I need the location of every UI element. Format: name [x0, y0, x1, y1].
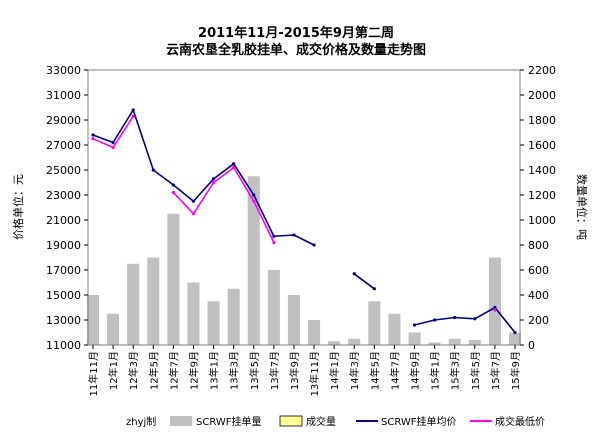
volume-bar	[328, 341, 341, 345]
volume-bar	[348, 338, 361, 345]
x-tick-label: 14年9月	[409, 351, 422, 390]
volume-bar	[308, 320, 321, 345]
volume-bar	[408, 332, 421, 345]
x-tick-label: 12年1月	[107, 351, 120, 390]
volume-bar	[127, 263, 140, 345]
volume-bar	[167, 213, 180, 345]
right-tick-label: 600	[528, 264, 549, 277]
right-tick-label: 1000	[528, 214, 556, 227]
left-tick-label: 23000	[46, 189, 81, 202]
legend-label-min-price: 成交最低价	[495, 415, 545, 428]
x-axis: 11年11月 12年1月 12年3月 12年5月 12年7月 12年9月 13年1月 13年3…	[87, 345, 522, 396]
left-tick-label: 27000	[46, 139, 81, 152]
avg-price-line	[92, 108, 315, 246]
legend-label-avg-price: SCRWF挂单均价	[381, 415, 457, 428]
min-price-point	[493, 308, 497, 312]
left-tick-label: 31000	[46, 89, 81, 102]
x-tick-label: 15年9月	[509, 351, 522, 390]
price-lines	[91, 108, 517, 335]
right-axis-label: 数量单位：吨	[575, 174, 589, 240]
volume-bar	[267, 270, 280, 345]
chart-title: 2011年11月-2015年9月第二周	[198, 25, 394, 41]
volume-bar	[508, 332, 522, 345]
legend-label-listing-volume: SCRWF挂单量	[196, 415, 262, 428]
right-tick-label: 400	[528, 289, 549, 302]
x-tick-label: 13年1月	[208, 351, 221, 390]
legend: zhyj制 SCRWF挂单量 成交量 SCRWF挂单均价 成交最低价	[126, 415, 545, 428]
min-price-line	[92, 115, 134, 149]
x-tick-label: 13年3月	[228, 351, 241, 390]
volume-bar	[388, 313, 401, 345]
x-tick-label: 15年1月	[429, 351, 442, 390]
x-tick-label: 12年9月	[187, 351, 200, 390]
legend-swatch-deal-volume	[279, 415, 303, 427]
x-tick-label: 13年9月	[288, 351, 301, 390]
x-tick-label: 13年5月	[248, 351, 261, 390]
volume-bar	[247, 176, 260, 345]
right-tick-label: 200	[528, 314, 549, 327]
volume-bar	[86, 295, 100, 345]
left-tick-label: 33000	[46, 64, 81, 77]
chart-subtitle: 云南农垦全乳胶挂单、成交价格及数量走势图	[166, 42, 426, 58]
right-tick-label: 1400	[528, 164, 556, 177]
volume-bar	[187, 282, 200, 345]
left-tick-label: 11000	[46, 339, 81, 352]
volume-bar	[287, 295, 300, 345]
x-tick-label: 13年7月	[268, 351, 281, 390]
avg-price-line	[353, 273, 375, 290]
avg-price-line	[414, 306, 516, 334]
right-tick-label: 2000	[528, 89, 556, 102]
x-tick-label: 11年11月	[87, 351, 100, 396]
legend-label-deal-volume: 成交量	[306, 415, 336, 428]
right-tick-label: 1800	[528, 114, 556, 127]
x-tick-label: 15年3月	[449, 351, 462, 390]
left-tick-label: 25000	[46, 164, 81, 177]
volume-bars	[86, 176, 522, 345]
left-axis-label: 价格单位：元	[11, 174, 25, 240]
plot-area-frame	[87, 69, 521, 346]
left-tick-label: 15000	[46, 289, 81, 302]
volume-bar	[207, 301, 220, 345]
left-tick-label: 21000	[46, 214, 81, 227]
min-price-line	[172, 166, 275, 243]
volume-bar	[147, 257, 160, 345]
left-tick-label: 13000	[46, 314, 81, 327]
x-tick-label: 12年5月	[147, 351, 160, 390]
right-tick-label: 2200	[528, 64, 556, 77]
x-tick-label: 12年7月	[167, 351, 180, 390]
right-tick-label: 1600	[528, 139, 556, 152]
volume-bar	[227, 288, 240, 345]
legend-swatch-listing-volume	[170, 416, 192, 426]
volume-bar	[468, 340, 481, 345]
legend-maker: zhyj制	[126, 415, 156, 428]
right-axis: 2200200018001600140012001000800600400200…	[520, 64, 556, 352]
left-tick-label: 19000	[46, 239, 81, 252]
x-tick-label: 14年3月	[348, 351, 361, 390]
volume-bar	[368, 301, 381, 345]
volume-bar	[448, 338, 461, 345]
volume-bar	[488, 257, 501, 345]
left-axis: 33000 31000 29000 27000 25000 23000 21000 19000…	[46, 64, 88, 352]
left-tick-label: 29000	[46, 114, 81, 127]
right-tick-label: 800	[528, 239, 549, 252]
x-tick-label: 13年11月	[308, 351, 321, 396]
x-tick-label: 14年7月	[388, 351, 401, 390]
x-tick-label: 12年3月	[127, 351, 140, 390]
right-tick-label: 0	[528, 339, 535, 352]
right-tick-label: 1200	[528, 189, 556, 202]
volume-bar	[428, 342, 441, 345]
x-tick-label: 14年1月	[328, 351, 341, 390]
x-tick-label: 15年5月	[469, 351, 482, 390]
volume-bar	[107, 313, 120, 345]
x-tick-label: 15年7月	[489, 351, 502, 390]
left-tick-label: 17000	[46, 264, 81, 277]
x-tick-label: 14年5月	[368, 351, 381, 390]
